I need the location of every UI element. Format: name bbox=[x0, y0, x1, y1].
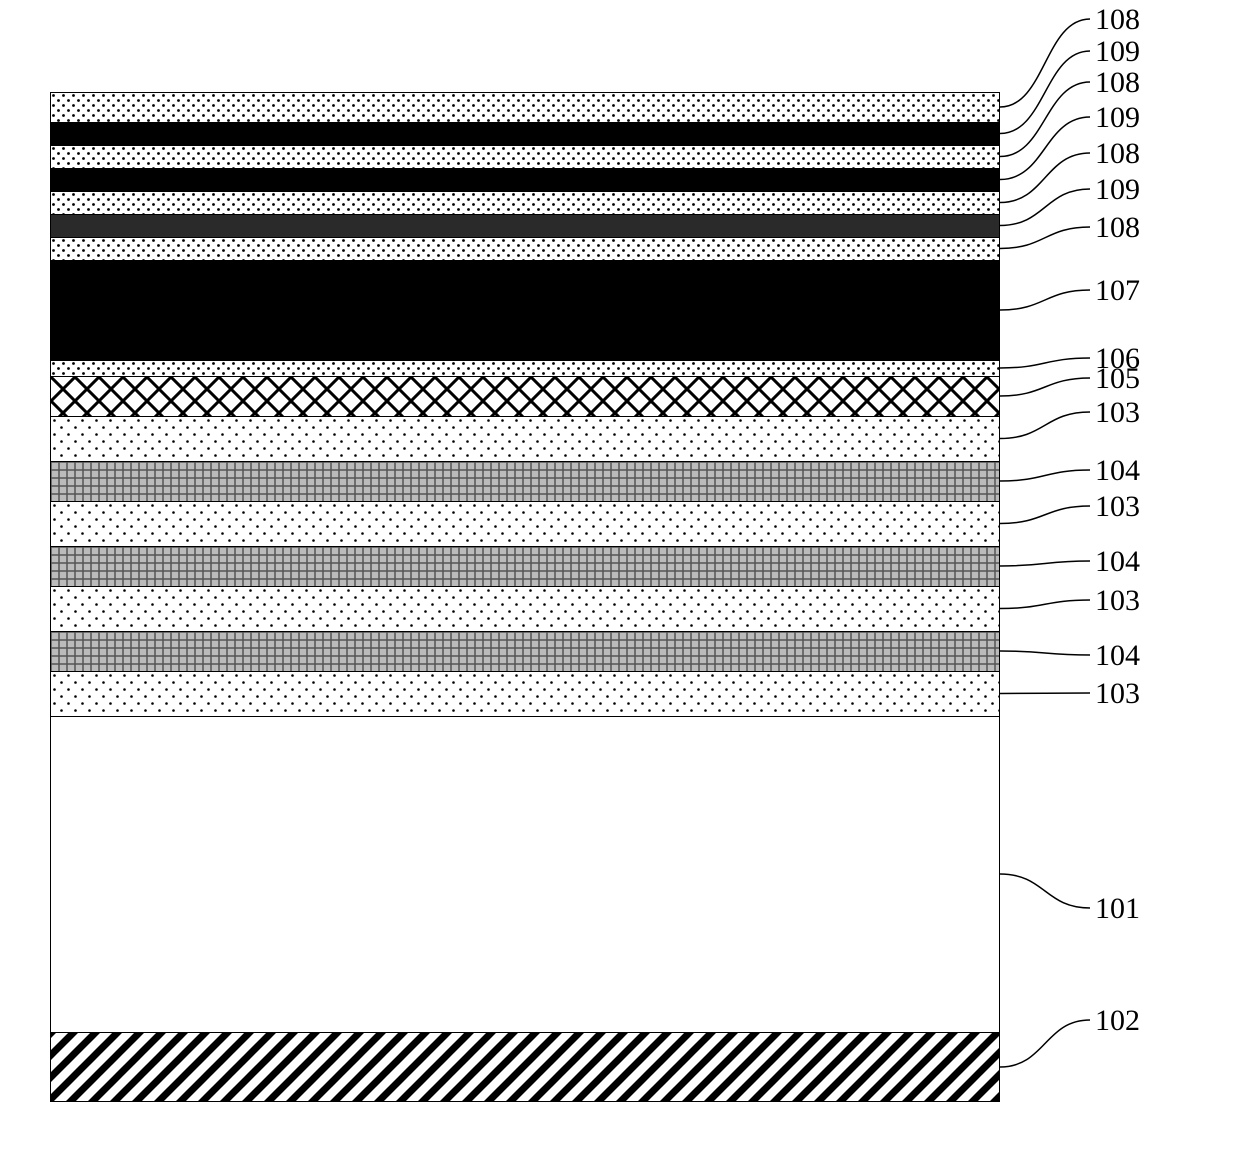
label-104: 104 bbox=[1095, 639, 1140, 673]
label-109: 109 bbox=[1095, 101, 1140, 135]
leader-lines bbox=[0, 0, 1240, 1154]
label-103: 103 bbox=[1095, 677, 1140, 711]
label-108: 108 bbox=[1095, 66, 1140, 100]
label-109: 109 bbox=[1095, 35, 1140, 69]
label-104: 104 bbox=[1095, 454, 1140, 488]
label-108: 108 bbox=[1095, 137, 1140, 171]
label-107: 107 bbox=[1095, 274, 1140, 308]
diagram-canvas: 1081091081091081091081071061051031041031… bbox=[0, 0, 1240, 1154]
label-108: 108 bbox=[1095, 211, 1140, 245]
label-103: 103 bbox=[1095, 584, 1140, 618]
label-108: 108 bbox=[1095, 3, 1140, 37]
label-105: 105 bbox=[1095, 362, 1140, 396]
label-109: 109 bbox=[1095, 173, 1140, 207]
label-102: 102 bbox=[1095, 1004, 1140, 1038]
label-103: 103 bbox=[1095, 490, 1140, 524]
label-101: 101 bbox=[1095, 892, 1140, 926]
label-104: 104 bbox=[1095, 545, 1140, 579]
label-103: 103 bbox=[1095, 396, 1140, 430]
